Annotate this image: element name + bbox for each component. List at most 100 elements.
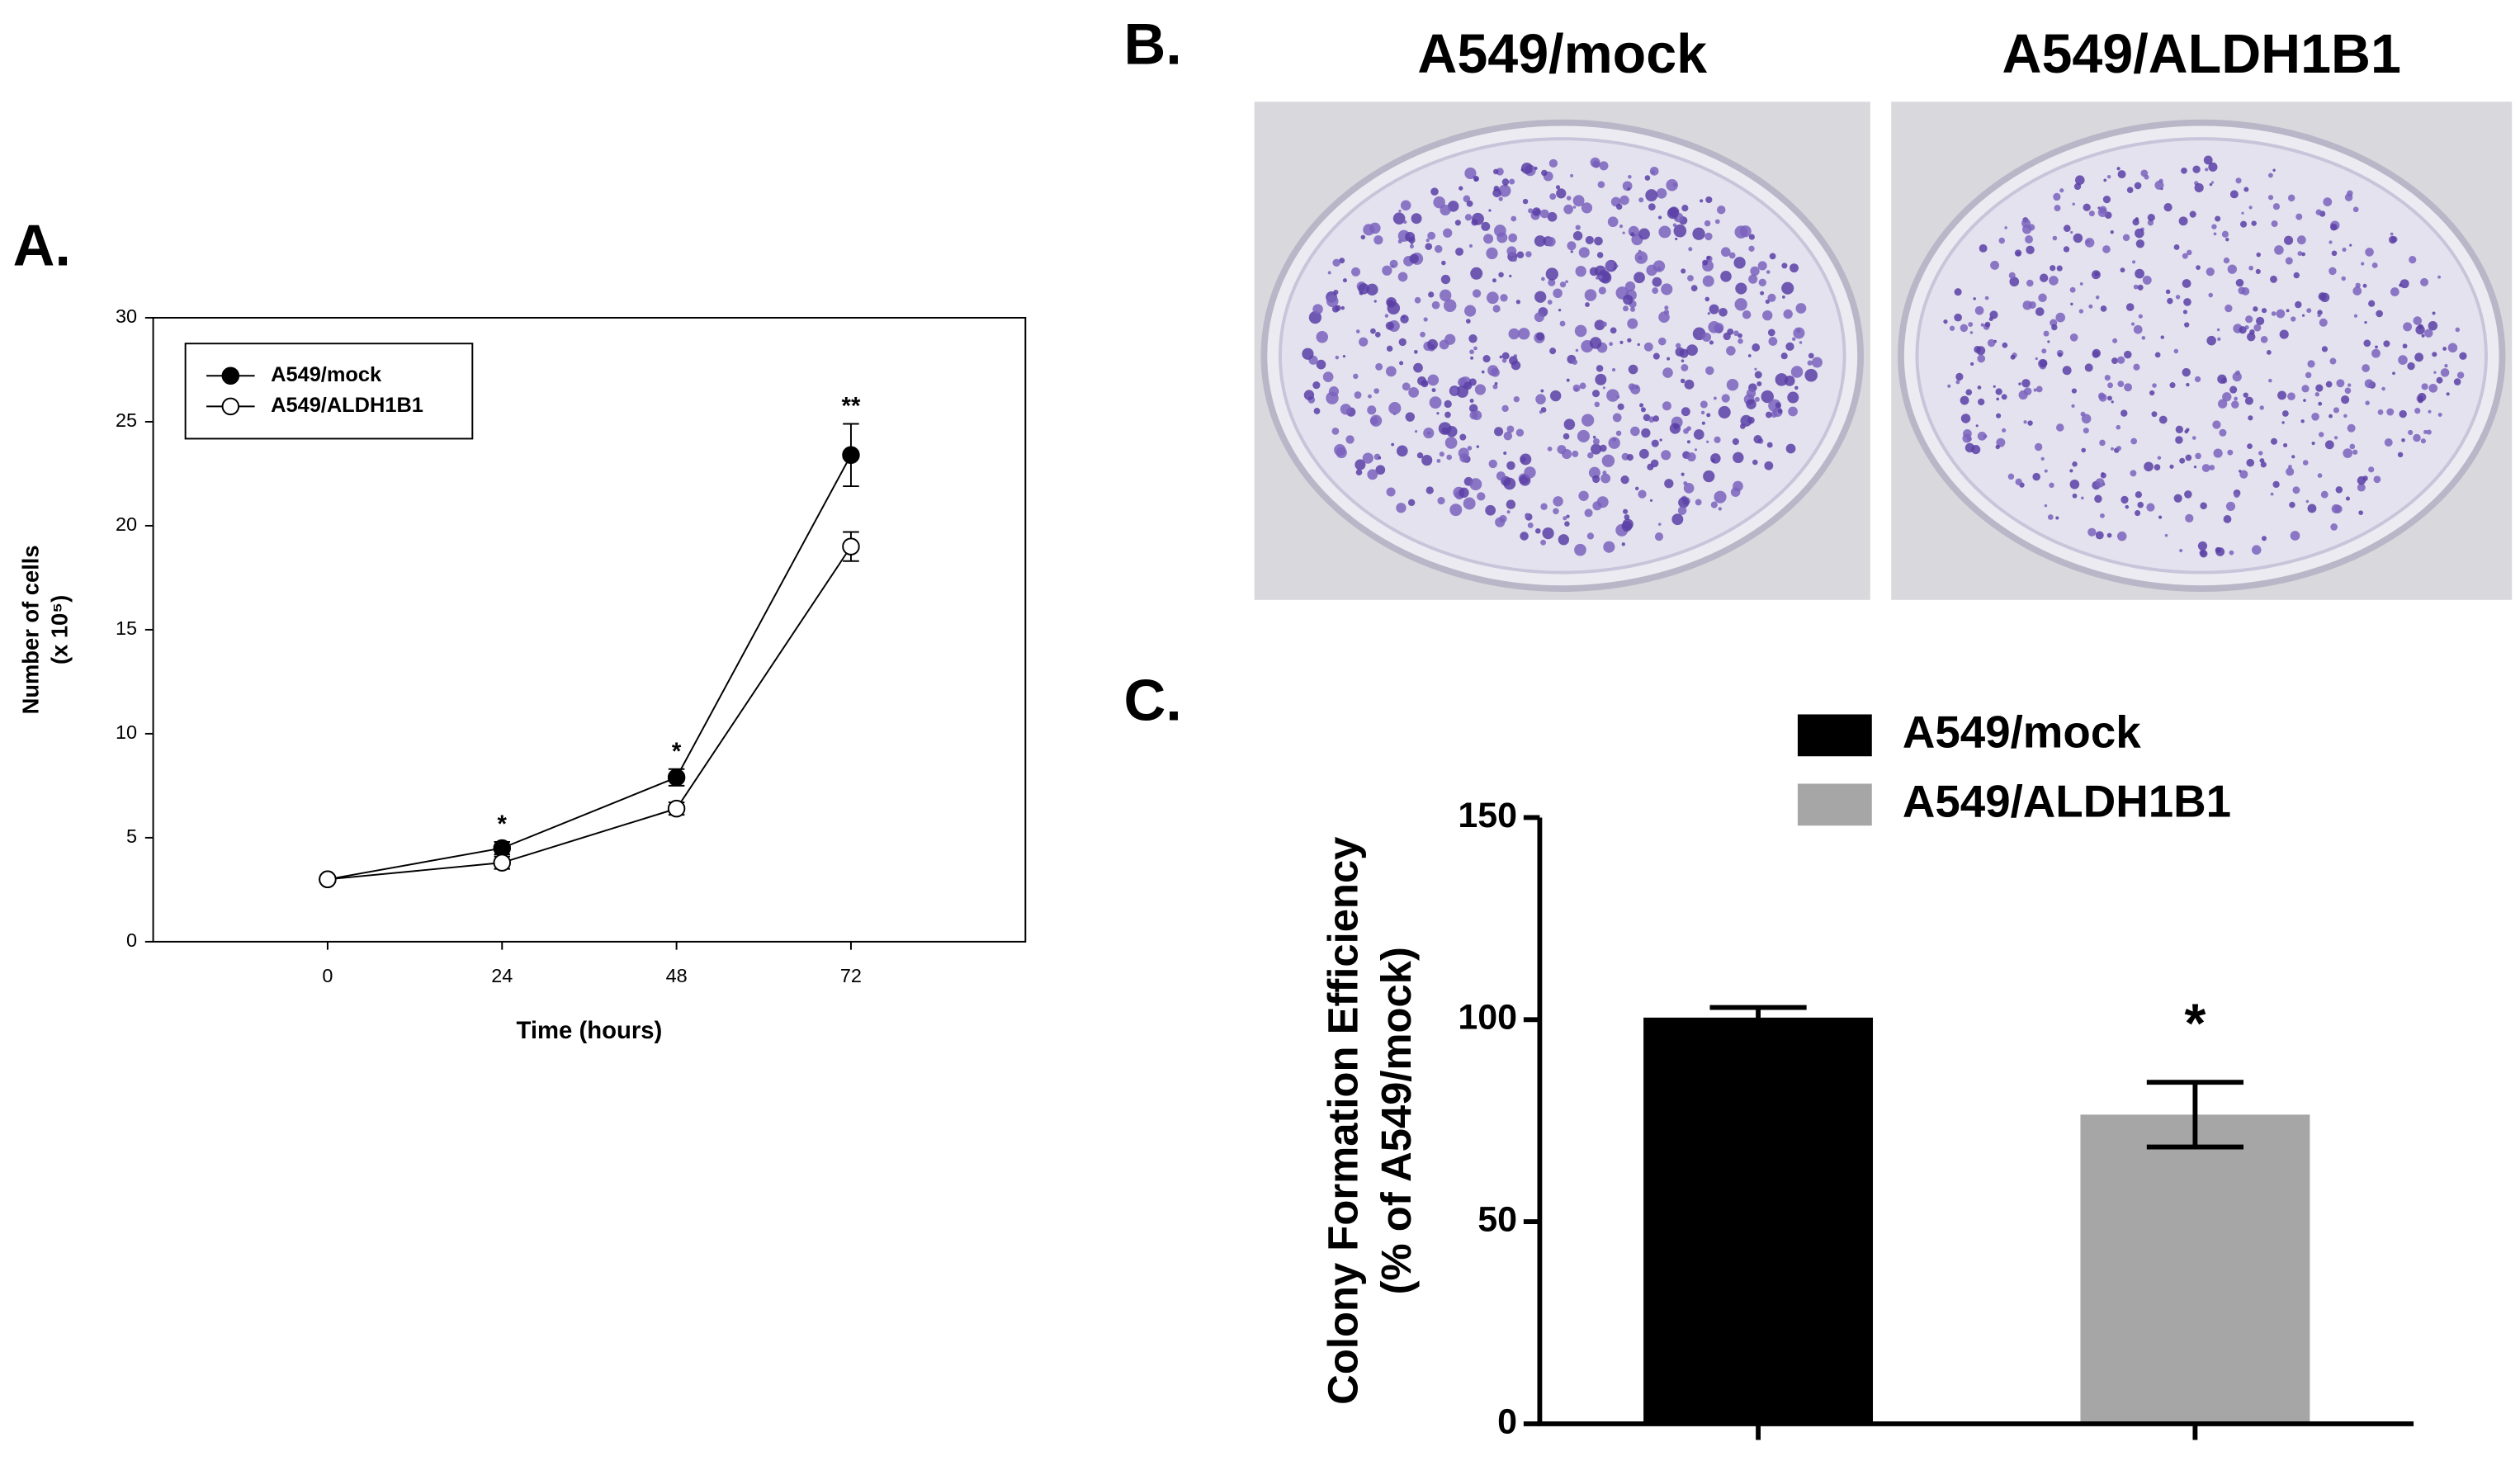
colony: [2100, 305, 2107, 312]
colony: [1400, 314, 1409, 324]
colony: [2182, 367, 2191, 377]
colony: [2111, 447, 2114, 451]
colony: [2333, 504, 2343, 513]
colony: [2111, 357, 2118, 364]
colony: [1690, 285, 1698, 292]
colony: [1391, 442, 1395, 447]
colony: [1466, 200, 1473, 207]
colony: [1564, 521, 1570, 527]
colony: [1977, 431, 1987, 441]
colony: [2039, 273, 2049, 282]
colony: [1459, 487, 1469, 499]
colony: [1578, 247, 1590, 258]
colony: [1638, 249, 1642, 253]
colony: [1591, 475, 1600, 484]
colony: [1628, 174, 1632, 179]
colony: [1709, 304, 1719, 314]
colony: [1506, 246, 1517, 257]
colony: [1532, 207, 1541, 216]
colony: [1775, 402, 1781, 409]
colony: [1428, 291, 1435, 298]
colony: [2004, 226, 2007, 229]
colony: [2135, 239, 2145, 248]
colony: [2072, 461, 2078, 467]
colony: [1516, 251, 1525, 259]
photo-title: A549/ALDH1B1: [2002, 24, 2400, 85]
colony: [2413, 316, 2423, 325]
colony: [2277, 390, 2286, 400]
colony: [2116, 424, 2121, 430]
colony: [1539, 209, 1549, 219]
significance-label: *: [672, 738, 682, 765]
colony: [2389, 235, 2397, 244]
colony: [2390, 232, 2394, 236]
colony: [2353, 314, 2358, 318]
colony: [1540, 389, 1544, 393]
colony: [1440, 204, 1451, 216]
colony: [2206, 267, 2215, 277]
colony: [1799, 341, 1803, 344]
colony: [2261, 536, 2267, 541]
colony: [1748, 274, 1758, 284]
colony: [1663, 310, 1670, 315]
colony: [1374, 332, 1381, 338]
colony: [2021, 379, 2031, 388]
colony: [1662, 401, 1671, 411]
colony: [2084, 363, 2093, 372]
colony: [1960, 395, 1969, 405]
colony: [1973, 297, 1976, 300]
colony: [2440, 368, 2450, 377]
colony: [1548, 158, 1558, 168]
colony: [1970, 362, 1974, 366]
colony: [1754, 371, 1762, 379]
colony: [1752, 459, 1758, 466]
colony: [1396, 445, 1408, 457]
colony: [2362, 283, 2367, 288]
colony: [1378, 456, 1382, 460]
colony: [1735, 282, 1747, 295]
colony: [1667, 207, 1679, 220]
colony: [1454, 220, 1461, 226]
colony: [1733, 257, 1746, 269]
colony: [2268, 173, 2273, 178]
colony: [2289, 501, 2295, 508]
colony: [1785, 443, 1796, 454]
colony: [2371, 262, 2378, 268]
point: [842, 446, 860, 465]
colony: [2094, 494, 2102, 504]
colony: [2137, 284, 2144, 291]
colony: [1425, 243, 1433, 250]
colony: [2295, 300, 2302, 309]
colony: [2266, 349, 2272, 355]
y-axis-label: (% of A549/mock): [1373, 947, 1420, 1294]
colony: [2336, 379, 2345, 388]
colony: [1611, 367, 1616, 372]
colony: [2044, 504, 2048, 508]
colony: [1403, 220, 1407, 225]
colony: [2001, 394, 2007, 400]
colony: [1949, 325, 1955, 331]
colony: [2144, 461, 2154, 472]
colony: [2181, 168, 2187, 174]
colony: [1640, 407, 1646, 413]
colony: [2235, 278, 2244, 287]
colony: [1627, 338, 1632, 343]
colony: [1965, 389, 1973, 396]
colony: [2456, 371, 2465, 379]
colony: [1316, 331, 1329, 343]
colony: [2102, 196, 2111, 204]
colony: [1627, 318, 1638, 329]
colony: [1624, 514, 1630, 520]
colony: [1594, 236, 1603, 246]
colony: [2259, 405, 2264, 410]
colony: [1525, 513, 1529, 518]
colony: [2234, 396, 2238, 401]
colony: [2014, 249, 2022, 257]
colony: [1520, 532, 1529, 541]
colony: [2125, 303, 2135, 311]
colony: [1757, 261, 1767, 271]
colony: [1492, 168, 1499, 175]
colony: [1701, 332, 1712, 343]
colony: [1649, 499, 1653, 502]
colony: [1704, 220, 1711, 227]
